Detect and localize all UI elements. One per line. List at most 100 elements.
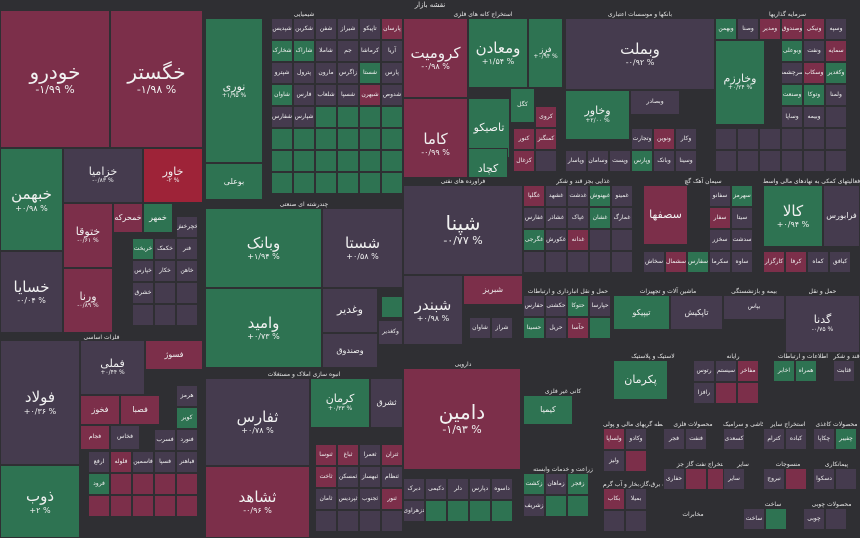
- treemap-tile[interactable]: همراه: [795, 360, 817, 382]
- treemap-tile[interactable]: وسپه: [825, 18, 847, 40]
- treemap-tile[interactable]: حفارس: [523, 295, 545, 317]
- treemap-tile[interactable]: قثابت: [833, 360, 855, 382]
- treemap-tile[interactable]: کسعدی: [723, 428, 745, 450]
- treemap-tile[interactable]: شفارس: [271, 106, 293, 128]
- treemap-tile[interactable]: مارون: [315, 62, 337, 84]
- treemap-tile[interactable]: خچرخش: [176, 216, 198, 238]
- treemap-tile[interactable]: سرچشمه: [781, 62, 803, 84]
- treemap-tile[interactable]: شاوان: [271, 84, 293, 106]
- treemap-tile[interactable]: غفارس: [523, 207, 545, 229]
- treemap-tile[interactable]: ونوین: [653, 128, 675, 150]
- treemap-tile[interactable]: جم: [337, 40, 359, 62]
- treemap-tile[interactable]: ثنور: [381, 488, 403, 510]
- treemap-tile[interactable]: غگرجی: [523, 229, 545, 251]
- treemap-tile[interactable]: کنور: [513, 128, 535, 150]
- treemap-tile[interactable]: چکاپا: [813, 428, 835, 450]
- treemap-tile[interactable]: سکرما: [709, 251, 731, 273]
- treemap-tile[interactable]: وتوکا: [803, 84, 825, 106]
- treemap-tile[interactable]: کروی: [535, 106, 557, 128]
- treemap-tile[interactable]: فرز +۰/۹۴ %: [528, 18, 563, 88]
- treemap-tile[interactable]: فنفت: [685, 428, 707, 450]
- treemap-tile[interactable]: دپارس: [469, 478, 491, 500]
- treemap-tile[interactable]: کمنگنز: [535, 128, 557, 150]
- treemap-tile[interactable]: غبهنوش: [589, 185, 611, 207]
- treemap-tile[interactable]: وکادو: [625, 428, 647, 450]
- treemap-tile[interactable]: چفیبر: [835, 428, 857, 450]
- treemap-tile[interactable]: فجر: [663, 428, 685, 450]
- treemap-tile[interactable]: فجام: [80, 425, 110, 450]
- treemap-tile[interactable]: غشاذر: [545, 207, 567, 229]
- treemap-tile[interactable]: ومدیر: [759, 18, 781, 40]
- treemap-tile[interactable]: کزغال: [513, 150, 535, 172]
- treemap-tile[interactable]: غگلپا: [523, 185, 545, 207]
- treemap-tile[interactable]: نبروج: [763, 468, 785, 490]
- treemap-tile[interactable]: کباده: [785, 428, 807, 450]
- treemap-tile[interactable]: فرابورس: [823, 185, 860, 247]
- treemap-tile[interactable]: غشان: [589, 207, 611, 229]
- treemap-tile[interactable]: آریا: [381, 40, 403, 62]
- treemap-tile[interactable]: ورنا -۰/۸۹ %: [63, 268, 113, 333]
- treemap-tile[interactable]: سمایه: [825, 40, 847, 62]
- treemap-tile[interactable]: زماهان: [545, 473, 567, 495]
- treemap-tile[interactable]: زکشت: [523, 473, 545, 495]
- treemap-tile[interactable]: وسکاب: [803, 62, 825, 84]
- treemap-tile[interactable]: حکشتی: [545, 295, 567, 317]
- treemap-tile[interactable]: فارس: [293, 84, 315, 106]
- treemap-tile[interactable]: وبانک +۱/۹۴ %: [205, 208, 322, 288]
- treemap-tile[interactable]: وصنا: [737, 18, 759, 40]
- treemap-tile[interactable]: شراز: [491, 317, 513, 339]
- treemap-tile[interactable]: ثامان: [315, 488, 337, 510]
- treemap-tile[interactable]: خاهن: [176, 260, 198, 282]
- treemap-tile[interactable]: ثمسکن: [337, 466, 359, 488]
- treemap-tile[interactable]: وصندوق: [322, 333, 378, 368]
- treemap-tile[interactable]: فسرب: [154, 429, 176, 451]
- treemap-tile[interactable]: شبریز: [463, 275, 523, 305]
- treemap-tile[interactable]: کرومیت -۰/۹۸ %: [403, 18, 468, 98]
- treemap-tile[interactable]: ومعادن +۱/۵۴ %: [468, 18, 528, 88]
- treemap-tile[interactable]: کماه: [807, 251, 829, 273]
- treemap-tile[interactable]: سفانو: [709, 185, 731, 207]
- treemap-tile[interactable]: ثشاهد -۰/۹۶ %: [205, 466, 310, 538]
- treemap-tile[interactable]: فلوله: [110, 451, 132, 473]
- treemap-tile[interactable]: دامین -۱/۹۳ %: [403, 368, 521, 470]
- treemap-tile[interactable]: فخاس: [110, 425, 140, 450]
- treemap-tile[interactable]: رافزا: [693, 382, 715, 404]
- treemap-tile[interactable]: غکورش: [545, 229, 567, 251]
- treemap-tile[interactable]: خزامیا -۰/۸۳ %: [63, 148, 143, 203]
- treemap-tile[interactable]: ساوه: [731, 251, 753, 273]
- treemap-tile[interactable]: غدشت: [567, 185, 589, 207]
- treemap-tile[interactable]: زفجر: [567, 473, 589, 495]
- treemap-tile[interactable]: ثجنوب: [359, 488, 381, 510]
- treemap-tile[interactable]: خکار: [154, 260, 176, 282]
- treemap-tile[interactable]: ثباغ: [337, 444, 359, 466]
- treemap-tile[interactable]: زاگرس: [337, 62, 359, 84]
- treemap-tile[interactable]: ثنوسا: [315, 444, 337, 466]
- treemap-tile[interactable]: سدشت: [731, 229, 753, 251]
- treemap-tile[interactable]: بکاب: [603, 488, 625, 510]
- treemap-tile[interactable]: غپاک: [567, 207, 589, 229]
- treemap-tile[interactable]: بوعلی: [205, 163, 263, 200]
- treemap-tile[interactable]: داسوه: [491, 478, 513, 500]
- treemap-tile[interactable]: ذوب +۲ %: [0, 465, 80, 538]
- treemap-tile[interactable]: وپاسار: [565, 150, 587, 172]
- treemap-tile[interactable]: وخارزم +۰/۲۴ %: [715, 40, 765, 125]
- treemap-tile[interactable]: وسینا: [675, 150, 697, 172]
- treemap-tile[interactable]: شپنا -۰/۷۷ %: [403, 185, 523, 275]
- treemap-tile[interactable]: شستا +۰/۵۸ %: [322, 208, 403, 288]
- treemap-tile[interactable]: ختوقا -۰/۶۱ %: [63, 203, 113, 268]
- treemap-tile[interactable]: فخوز: [80, 395, 120, 425]
- treemap-tile[interactable]: سصفها: [643, 185, 688, 245]
- treemap-tile[interactable]: کرمان +۰/۳۳ %: [310, 378, 370, 428]
- treemap-tile[interactable]: وپارس: [631, 150, 653, 172]
- treemap-tile[interactable]: شخارک: [271, 40, 293, 62]
- treemap-tile[interactable]: تاپکیش: [670, 295, 723, 330]
- treemap-tile[interactable]: دزهراوی: [403, 500, 425, 522]
- treemap-tile[interactable]: پارسان: [381, 18, 403, 40]
- treemap-tile[interactable]: سیستم: [715, 360, 737, 382]
- treemap-tile[interactable]: ثعمرا: [359, 444, 381, 466]
- treemap-tile[interactable]: وخاور +۲/۰۰ %: [565, 90, 630, 140]
- treemap-tile[interactable]: سخاش: [643, 251, 665, 273]
- treemap-tile[interactable]: سفارس: [687, 251, 709, 273]
- treemap-tile[interactable]: چوبی: [803, 508, 825, 530]
- treemap-tile[interactable]: حپارسا: [589, 295, 611, 317]
